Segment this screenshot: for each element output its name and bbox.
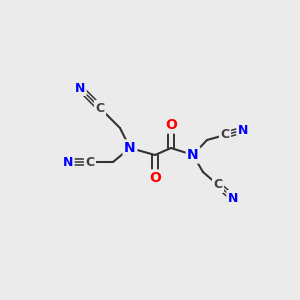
Text: C: C xyxy=(213,178,223,191)
Text: N: N xyxy=(228,191,238,205)
Text: N: N xyxy=(75,82,85,94)
Text: O: O xyxy=(149,171,161,185)
Text: N: N xyxy=(63,155,73,169)
Text: O: O xyxy=(165,118,177,132)
Text: C: C xyxy=(220,128,230,142)
Text: N: N xyxy=(238,124,248,136)
Text: C: C xyxy=(85,155,94,169)
Text: C: C xyxy=(95,101,105,115)
Text: N: N xyxy=(124,141,136,155)
Text: N: N xyxy=(187,148,199,162)
